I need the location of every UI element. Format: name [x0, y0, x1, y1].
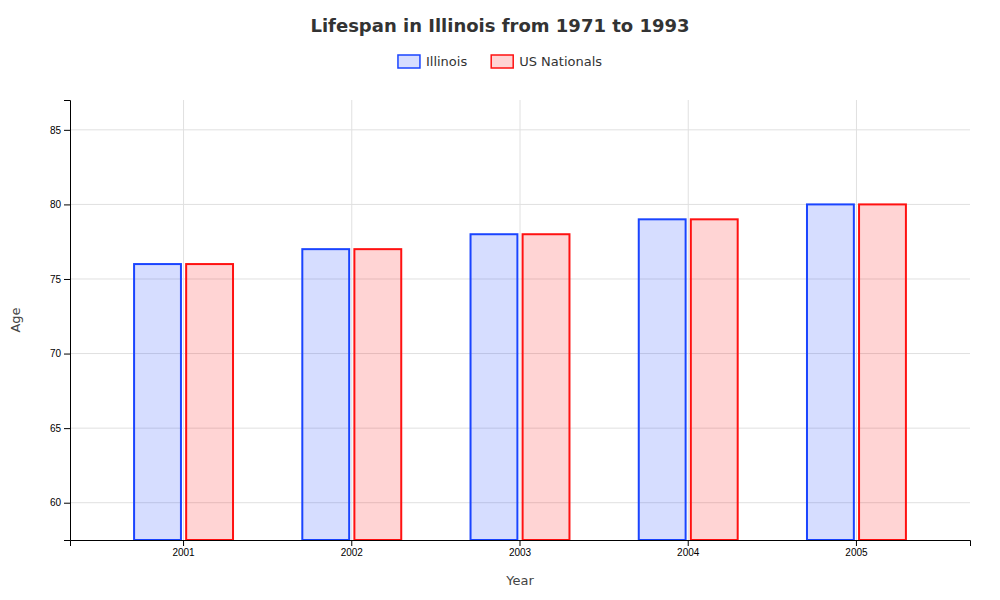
- tick-mark: [64, 279, 70, 280]
- tick-label: 2005: [845, 547, 868, 558]
- title: Lifespan in Illinois from 1971 to 1993: [310, 15, 689, 36]
- legend-swatch: [491, 55, 513, 68]
- bar: [523, 234, 570, 540]
- grid-line: [351, 100, 352, 540]
- tick: 2004: [677, 540, 700, 558]
- legend: Illinois US Nationals: [398, 54, 602, 69]
- tick-mark: [351, 540, 352, 546]
- tick-label: 2003: [509, 547, 532, 558]
- legend-swatch: [398, 55, 420, 68]
- axis-line: [71, 541, 971, 547]
- grid: [70, 100, 970, 540]
- tick-mark: [64, 354, 70, 355]
- tick-label: 2004: [677, 547, 700, 558]
- axis-line: [64, 101, 71, 541]
- bar: [691, 219, 738, 540]
- tick-label: 2001: [172, 547, 195, 558]
- tick: 85: [50, 125, 70, 136]
- tick: 70: [50, 348, 70, 359]
- tick: 75: [50, 274, 70, 285]
- bar: [354, 249, 401, 540]
- series: [134, 204, 854, 540]
- bars: [134, 204, 906, 540]
- y-axis: 60 65 70 75 80 85: [50, 101, 71, 541]
- tick: 80: [50, 199, 70, 210]
- tick-label: 85: [50, 125, 62, 136]
- bar: [807, 204, 854, 540]
- tick: 60: [50, 497, 70, 508]
- tick-mark: [64, 130, 70, 131]
- tick-mark: [64, 428, 70, 429]
- tick-label: 80: [50, 199, 62, 210]
- grid-line: [520, 100, 521, 540]
- tick-label: 75: [50, 274, 62, 285]
- bar: [134, 264, 181, 540]
- bar: [302, 249, 349, 540]
- tick-mark: [183, 540, 184, 546]
- grid-line: [856, 100, 857, 540]
- plot: 60 65 70 75 80 85 2001 2002 2003 2004 2005: [50, 100, 971, 558]
- tick: 2002: [341, 540, 364, 558]
- tick: 2003: [509, 540, 532, 558]
- x-axis: 2001 2002 2003 2004 2005: [71, 540, 971, 558]
- tick-label: 65: [50, 423, 62, 434]
- tick-mark: [856, 540, 857, 546]
- bar: [639, 219, 686, 540]
- tick: 65: [50, 423, 70, 434]
- legend-label: US Nationals: [519, 54, 602, 69]
- tick-label: 60: [50, 497, 62, 508]
- tick-mark: [64, 503, 70, 504]
- tick-label: 2002: [341, 547, 364, 558]
- tick-mark: [520, 540, 521, 546]
- series: [186, 204, 906, 540]
- tick-mark: [64, 204, 70, 205]
- x-axis-title: Year: [505, 573, 534, 588]
- y-axis-title: Age: [8, 307, 23, 332]
- legend-item: Illinois: [398, 54, 467, 69]
- tick: 2001: [172, 540, 195, 558]
- chart: 60 65 70 75 80 85 2001 2002 2003 2004 2005 Year Age L…: [0, 0, 1000, 600]
- grid-line: [688, 100, 689, 540]
- bar: [186, 264, 233, 540]
- tick-mark: [688, 540, 689, 546]
- grid-line: [183, 100, 184, 540]
- tick: 2005: [845, 540, 868, 558]
- tick-label: 70: [50, 348, 62, 359]
- bar: [859, 204, 906, 540]
- legend-item: US Nationals: [491, 54, 602, 69]
- legend-label: Illinois: [426, 54, 467, 69]
- bar: [471, 234, 518, 540]
